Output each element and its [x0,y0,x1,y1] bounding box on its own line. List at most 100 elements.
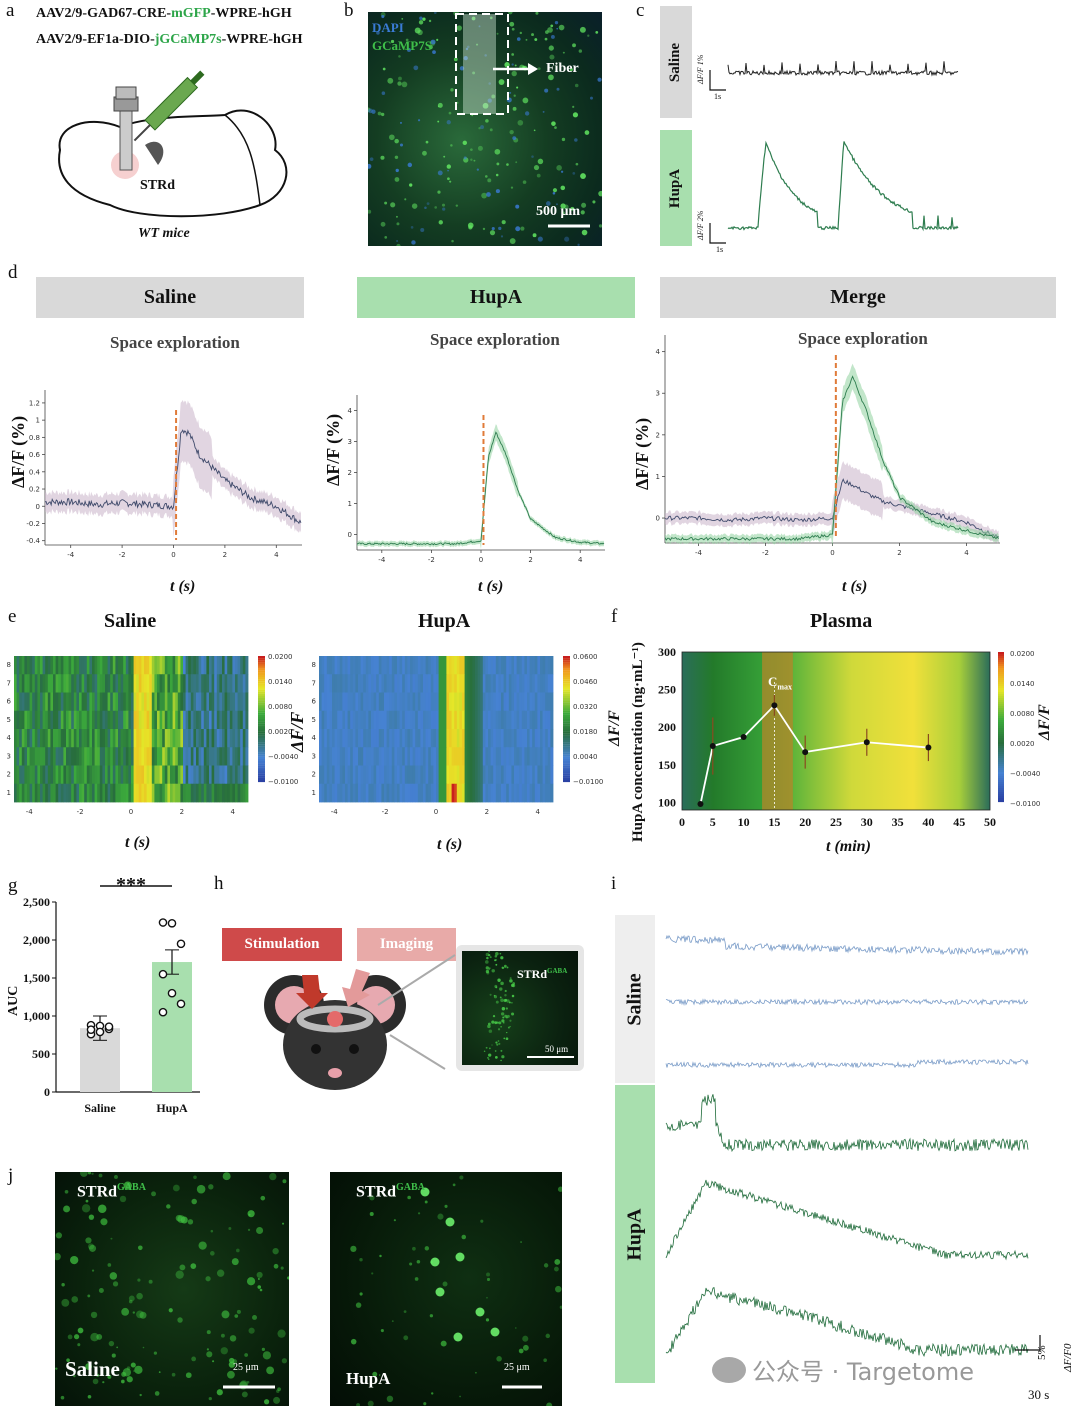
heat-cell [438,747,442,766]
heat-cell [151,747,155,766]
cell [426,202,430,205]
heat-cell [490,783,494,803]
f-cbar-label-right: ΔF/F [1036,704,1053,740]
heat-cell [94,656,98,675]
heat-cell [164,692,168,712]
heat-cell [358,765,361,785]
heat-cell [480,656,484,675]
heat-cell [154,674,158,693]
colorbar-cell [998,714,1004,717]
heat-cell [89,692,93,712]
cell [505,1007,508,1010]
heat-cell [125,765,129,785]
heat-cell [477,729,481,748]
heat-cell [128,674,132,693]
heat-cell [196,692,199,712]
heat-cell [532,656,536,675]
heat-cell [423,710,426,730]
cell [488,951,490,953]
heat-cell [542,729,546,748]
heat-cell [485,729,489,748]
heat-cell [162,674,166,693]
heat-cell [94,747,98,766]
heat-cell [222,710,225,730]
cell [196,1184,206,1194]
heat-cell [162,692,166,712]
heat-cell [45,656,49,675]
heat-cell [467,747,471,766]
cell [495,963,498,966]
heat-cell [386,656,390,675]
cell [548,45,554,51]
heat-cell [120,674,124,693]
cell [578,49,583,53]
heat-cell [462,692,465,712]
data-point [167,988,177,998]
heat-cell [506,674,510,693]
heat-cell [516,692,520,712]
heat-cell [141,729,145,748]
cell [486,1277,491,1282]
colorbar-cell [998,732,1004,735]
heat-cell [242,765,246,785]
panel-label-b: b [344,0,354,21]
heat-cell [60,674,64,693]
colorbar-cell [998,742,1004,745]
cell [136,1292,143,1300]
colorbar-cell [258,746,265,749]
heat-cell [467,656,471,675]
cell [580,210,585,215]
heat-cell [363,656,367,675]
heat-cell [472,692,476,712]
heat-cell [107,747,111,766]
colorbar-cell [563,656,570,659]
c-saline-scale-x: 1s [714,92,722,101]
y-tick-label: 1,500 [23,971,50,985]
row-label: 6 [312,698,317,706]
cell [534,38,538,41]
heat-cell [324,783,328,803]
colorbar-cell [998,768,1004,771]
f-ylabel: HupA concentration (ng·mL⁻¹) [630,642,646,842]
heat-cell [19,747,23,766]
colorbar-cell [998,706,1004,709]
colorbar-cell [998,656,1004,659]
cell [137,1278,141,1282]
heat-cell [334,729,338,748]
cell [100,1218,108,1226]
heat-cell [360,656,364,675]
cell [257,1278,260,1280]
heat-cell [177,765,181,785]
y-tick-label: 3 [656,390,660,398]
heat-cell [242,729,246,748]
cell [368,107,371,113]
heat-cell [214,710,218,730]
heat-cell [337,729,341,748]
heat-cell [391,747,395,766]
cell [91,1172,94,1175]
heat-cell [371,710,374,730]
heat-cell [529,692,533,712]
heat-cell [55,729,59,748]
colorbar-cell [563,710,570,713]
heat-cell [63,729,67,748]
heat-cell [245,674,249,693]
colorbar-cell [563,704,570,707]
heat-cell [118,710,121,730]
heat-cell [66,783,69,803]
heat-cell [27,710,30,730]
heat-cell [237,765,241,785]
heat-cell [37,710,41,730]
heat-cell [172,692,176,712]
heat-cell [34,656,38,675]
cell [216,1269,225,1277]
heat-cell [203,692,207,712]
cell [134,1365,143,1375]
cell [442,1281,448,1287]
heat-cell [456,747,460,766]
cell [509,1019,512,1022]
cell [88,1244,97,1252]
heat-cell [58,710,62,730]
heat-cell [420,729,424,748]
